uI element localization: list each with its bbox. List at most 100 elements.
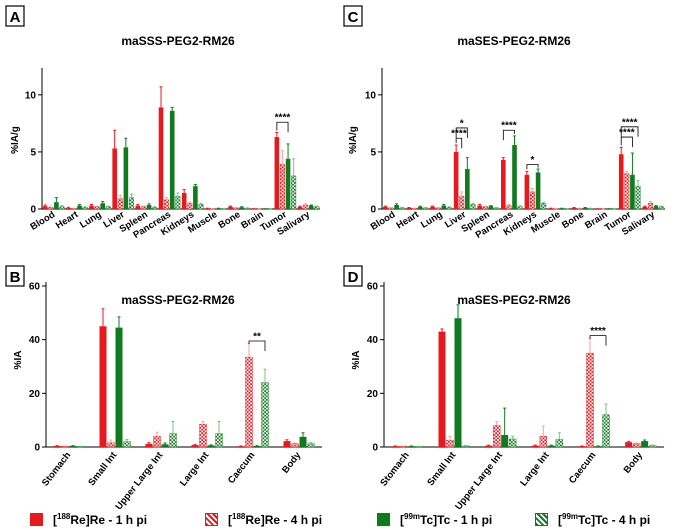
panel-c-sig-bracket-1 — [455, 137, 463, 149]
legend-label-tc-1h: [99mTc]Tc - 1 h pi — [400, 511, 493, 527]
panel-a-bar-kidneys-s3 — [198, 204, 204, 210]
panel-c-bar-kidneys-s2 — [535, 172, 541, 209]
legend: [188Re]Re - 1 h pi [188Re]Re - 4 h pi [9… — [0, 508, 685, 530]
panel-a-bar-tumor-s0 — [274, 137, 280, 209]
panel-c-bar-heart-s0 — [406, 207, 412, 209]
panel-a-bar-spleen-s2 — [146, 205, 152, 209]
panel-c-bar-liver-s2 — [465, 169, 470, 209]
panel-d-bar-small-int-s3 — [462, 445, 470, 448]
panel-a-y-tick-label: 0 — [30, 205, 36, 216]
panel-b-y-tick-label: 60 — [29, 282, 41, 293]
panel-a-bar-liver-s2 — [123, 147, 129, 209]
panel-c-bar-kidneys-s1 — [529, 191, 535, 210]
panel-c-y-tick-label: 5 — [370, 147, 376, 158]
panel-c-bar-bone-s2 — [582, 207, 588, 209]
panel-c-y-tick-label: 10 — [365, 90, 377, 101]
panel-b-letter-box — [5, 265, 25, 287]
panel-d-bar-body-s2 — [641, 441, 649, 447]
panel-d-y-tick-label: 60 — [367, 282, 379, 293]
panel-b-bar-small-int-s0 — [99, 326, 107, 447]
panel-d-bar-body-s1 — [632, 443, 641, 448]
panel-a-bar-spleen-s0 — [135, 205, 141, 209]
panel-a-bar-kidneys-s1 — [187, 203, 193, 210]
panel-d-bar-upper-large-int-s2 — [501, 434, 509, 447]
panel-a-bar-lung-s0 — [89, 205, 94, 209]
panel-d-title: maSES-PEG2-RM26 — [457, 293, 571, 307]
panel-b-y-label: %IA — [13, 351, 24, 370]
panel-b-bar-large-int-s1 — [199, 423, 207, 448]
panel-d-bar-small-int-s1 — [446, 440, 454, 448]
panel-c-bar-blood-s2 — [394, 205, 399, 209]
panel-a-bar-blood-s0 — [42, 206, 48, 209]
panel-c-sig-bracket-0 — [455, 127, 468, 138]
panel-d-sig-bracket-0 — [589, 335, 607, 346]
panel-c-sig-label-1: **** — [451, 129, 467, 140]
panel-b-bar-small-int-s2 — [115, 327, 123, 447]
panel-b-bar-small-int-s1 — [107, 442, 115, 448]
panel-a-bar-liver-s0 — [112, 148, 117, 209]
panel-a-bar-liver-s1 — [117, 198, 123, 210]
panel-c-title: maSES-PEG2-RM26 — [457, 34, 571, 48]
panel-b-bar-upper-large-int-s3 — [169, 433, 177, 448]
panel-d-bar-caecum-s1 — [586, 352, 594, 448]
panel-d-bar-large-int-s0 — [531, 445, 539, 447]
panel-c-bar-tumor-s1 — [624, 173, 630, 210]
panel-c-sig-label-5: **** — [619, 128, 635, 139]
panel-d-bar-body-s3 — [648, 445, 657, 448]
panel-d-bar-upper-large-int-s1 — [492, 425, 501, 448]
legend-item-re-4h: [188Re]Re - 4 h pi — [205, 508, 322, 530]
panel-c-letter-box — [343, 5, 363, 27]
panel-c-bar-lung-s2 — [441, 205, 447, 209]
panel-a-bar-blood-s3 — [59, 206, 65, 210]
panel-c-bar-spleen-s0 — [477, 205, 483, 209]
panel-a-bar-salivary-s0 — [297, 206, 303, 209]
panel-a-bar-tumor-s3 — [291, 175, 297, 210]
panel-a-bar-tumor-s2 — [285, 158, 291, 209]
panel-c-bar-liver-s3 — [470, 204, 476, 210]
panel-d-letter: D — [348, 269, 359, 286]
panel-c-bar-heart-s3 — [423, 207, 429, 210]
panel-c-bar-liver-s0 — [453, 151, 459, 209]
panel-a-y-label: %IA/g — [10, 126, 21, 154]
panel-a-bar-pancreas-s2 — [169, 110, 175, 209]
panel-c-sig-label-0: * — [460, 118, 464, 129]
panel-c-chart: CmaSES-PEG2-RM26%IA/g0510BloodHeartLungL… — [343, 5, 665, 241]
panel-d-y-tick-label: 20 — [367, 389, 379, 400]
panel-b-bar-large-int-s3 — [215, 433, 223, 448]
panel-b-x-tick-large-int: Large Int — [178, 449, 212, 488]
panel-b-x-tick-body: Body — [280, 450, 304, 476]
panel-a-y-tick-label: 5 — [30, 147, 36, 158]
panel-d-bar-large-int-s1 — [539, 436, 548, 448]
panel-a-letter: A — [10, 9, 21, 26]
panel-c-bar-liver-s1 — [459, 196, 465, 210]
panel-a-y-tick-label: 10 — [25, 90, 37, 101]
panel-b-bar-upper-large-int-s2 — [161, 444, 169, 447]
panel-a-bar-pancreas-s0 — [158, 107, 164, 209]
panel-b-bar-caecum-s3 — [261, 382, 269, 448]
panel-c-sig-bracket-4 — [620, 126, 639, 137]
panel-d-bar-large-int-s2 — [547, 445, 555, 447]
panel-a-bar-liver-s3 — [128, 197, 134, 210]
panel-c-bar-blood-s0 — [383, 206, 388, 209]
panel-c-sig-bracket-2 — [502, 129, 515, 141]
panel-a-bar-tumor-s1 — [279, 164, 285, 210]
panel-b-bar-stomach-s0 — [53, 445, 61, 447]
panel-d-x-tick-large-int: Large Int — [518, 449, 552, 488]
panel-c-bar-tumor-s0 — [618, 154, 624, 209]
panel-b-bar-caecum-s1 — [245, 356, 253, 448]
panel-b-x-tick-upper-large-int: Upper Large Int — [113, 449, 165, 512]
panel-a-bar-heart-s3 — [82, 207, 88, 210]
panel-d-bar-large-int-s3 — [555, 439, 564, 448]
panel-c-sig-bracket-3 — [526, 164, 539, 170]
panel-d-x-tick-body: Body — [622, 450, 646, 476]
panel-a-bar-lung-s2 — [100, 203, 106, 209]
panel-a-bar-heart-s0 — [66, 207, 71, 209]
panel-c-bar-bone-s0 — [571, 207, 577, 209]
panel-a-x-tick-bone: Bone — [217, 209, 243, 231]
panel-d-sig-label-0: **** — [590, 326, 606, 337]
legend-item-re-1h: [188Re]Re - 1 h pi — [30, 508, 147, 530]
panel-c-bar-salivary-s1 — [647, 203, 653, 210]
legend-swatch-re-1h — [30, 512, 43, 526]
panel-c-sig-label-2: **** — [501, 121, 517, 132]
panel-c-bar-spleen-s3 — [494, 207, 500, 210]
